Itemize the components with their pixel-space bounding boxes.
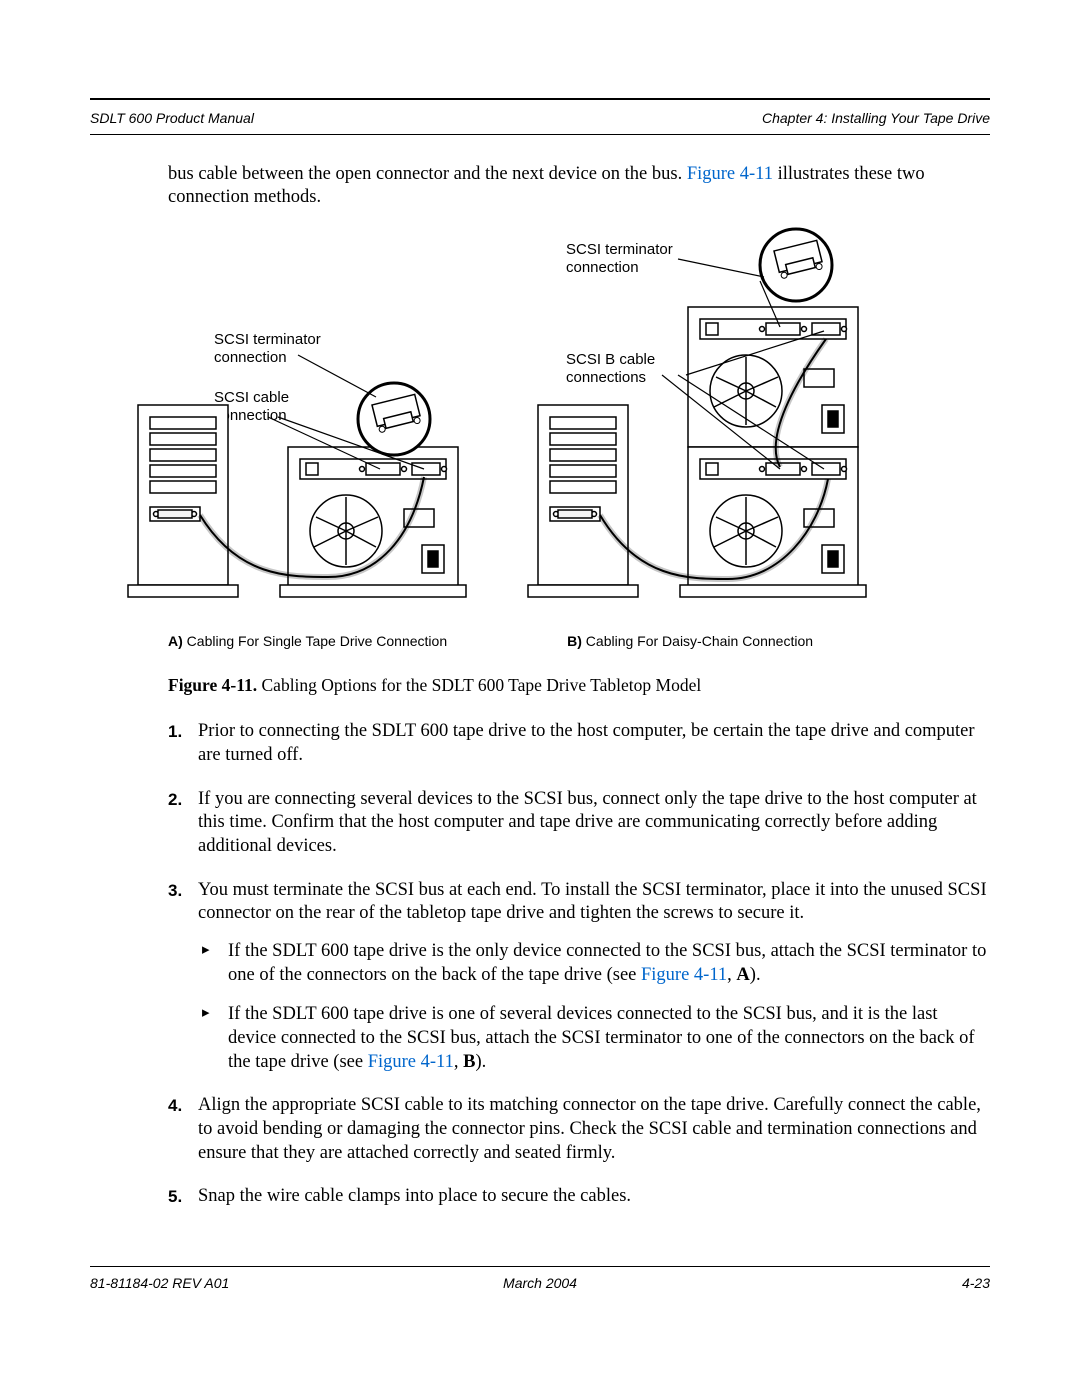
body-column: bus cable between the open connector and…: [168, 163, 990, 1209]
header-rule-thick: [90, 98, 990, 100]
caption-a: A) Cabling For Single Tape Drive Connect…: [168, 633, 447, 649]
step-1: Prior to connecting the SDLT 600 tape dr…: [168, 720, 990, 767]
header-right: Chapter 4: Installing Your Tape Drive: [762, 110, 990, 126]
footer-center: March 2004: [90, 1275, 990, 1291]
diagram-a: [128, 277, 488, 597]
running-head: SDLT 600 Product Manual Chapter 4: Insta…: [90, 106, 990, 134]
figure-subcaptions: A) Cabling For Single Tape Drive Connect…: [168, 633, 990, 649]
intro-pre: bus cable between the open connector and…: [168, 164, 687, 184]
footer-right: 4-23: [962, 1275, 990, 1291]
step-3a: If the SDLT 600 tape drive is the only d…: [198, 940, 990, 987]
step-5: Snap the wire cable clamps into place to…: [168, 1185, 990, 1209]
page-footer: 81-81184-02 REV A01 March 2004 4-23: [90, 1266, 990, 1293]
figure-ref-link[interactable]: Figure 4-11: [641, 965, 727, 985]
page: SDLT 600 Product Manual Chapter 4: Insta…: [90, 98, 990, 1229]
caption-b: B) Cabling For Daisy-Chain Connection: [567, 633, 813, 649]
header-rule-thin: [90, 134, 990, 135]
instruction-list: Prior to connecting the SDLT 600 tape dr…: [168, 720, 990, 1209]
header-left: SDLT 600 Product Manual: [90, 110, 254, 126]
step-3-sublist: If the SDLT 600 tape drive is the only d…: [198, 940, 990, 1074]
step-4: Align the appropriate SCSI cable to its …: [168, 1094, 990, 1165]
step-2: If you are connecting several devices to…: [168, 788, 990, 859]
footer-rule: [90, 1266, 990, 1267]
figure-title: Figure 4-11. Cabling Options for the SDL…: [168, 675, 990, 696]
diagram-b: [528, 191, 888, 601]
step-3b: If the SDLT 600 tape drive is one of sev…: [198, 1003, 990, 1074]
step-3: You must terminate the SCSI bus at each …: [168, 879, 990, 1075]
figure-ref-link[interactable]: Figure 4-11: [368, 1052, 454, 1072]
figure-ref-link[interactable]: Figure 4-11: [687, 164, 773, 184]
figure-4-11: SCSI terminator connection SCSI cable co…: [168, 227, 990, 627]
